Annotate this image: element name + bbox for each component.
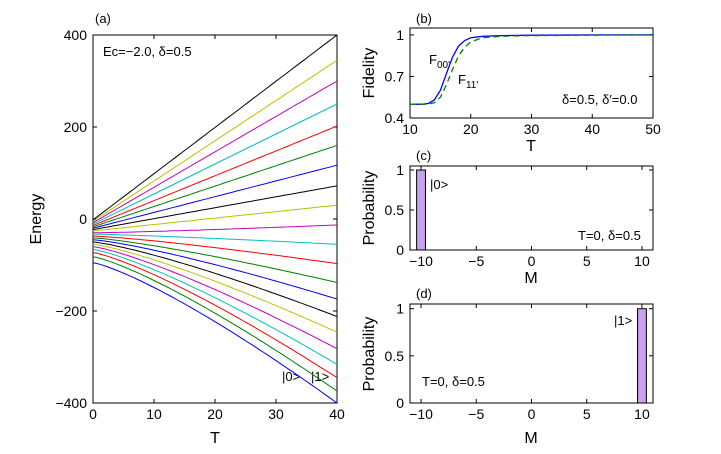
energy-level-line bbox=[93, 239, 337, 300]
energy-level-line bbox=[93, 241, 337, 317]
panel-a-ytick-label: −400 bbox=[55, 395, 87, 411]
energy-level-line bbox=[93, 35, 337, 221]
energy-level-line bbox=[93, 144, 337, 228]
panel-b: (b) δ=0.5, δ′=0.0 F00' F11' T Fidelity 1… bbox=[361, 11, 661, 155]
energy-level-line bbox=[93, 233, 337, 245]
panel-c-ytick-label: 1 bbox=[396, 162, 404, 178]
panel-d-xtick-label: −10 bbox=[409, 406, 433, 422]
energy-level-line bbox=[93, 125, 337, 226]
panel-a-annotation: Ec=−2.0, δ=0.5 bbox=[103, 44, 192, 59]
energy-level-line bbox=[93, 246, 337, 350]
panel-d-annotation: T=0, δ=0.5 bbox=[422, 374, 485, 389]
panel-a-ylabel: Energy bbox=[28, 194, 45, 245]
energy-level-line bbox=[93, 243, 337, 333]
panel-c-ytick-label: 0.5 bbox=[385, 202, 405, 218]
panel-c-xtick-label: 0 bbox=[528, 253, 536, 269]
panel-c-xtick-label: −5 bbox=[468, 253, 484, 269]
panel-a-xtick-label: 10 bbox=[146, 406, 162, 422]
panel-d-xtick-label: 10 bbox=[634, 406, 650, 422]
panel-b-label: (b) bbox=[416, 11, 432, 26]
energy-level-line bbox=[93, 59, 337, 222]
energy-level-line bbox=[93, 80, 337, 224]
fidelity-f00-line bbox=[410, 34, 653, 105]
panel-c-state-label: |0> bbox=[430, 177, 448, 192]
panel-b-xtick-label: 30 bbox=[524, 121, 540, 137]
legend-f00: F00' bbox=[429, 52, 450, 71]
panel-d-ylabel: Probability bbox=[361, 317, 378, 392]
panel-d-xtick-label: −5 bbox=[468, 406, 484, 422]
energy-level-line bbox=[93, 204, 337, 232]
panel-d: (d) |1> T=0, δ=0.5 M Probability −10 −5 0 5… bbox=[361, 286, 654, 447]
energy-level-line bbox=[93, 235, 337, 265]
panel-d-ytick-label: 0 bbox=[396, 395, 404, 411]
panel-b-ylabel: Fidelity bbox=[361, 48, 378, 99]
panel-b-xtick-label: 40 bbox=[584, 121, 600, 137]
energy-level-line bbox=[93, 185, 337, 231]
panel-b-annotation: δ=0.5, δ′=0.0 bbox=[562, 92, 637, 107]
energy-level-line bbox=[93, 252, 337, 379]
energy-level-line bbox=[93, 248, 337, 365]
panel-c-annotation: T=0, δ=0.5 bbox=[578, 228, 641, 243]
panel-b-xtick-label: 50 bbox=[645, 121, 661, 137]
panel-b-ytick-label: 0.7 bbox=[385, 68, 405, 84]
energy-level-line bbox=[93, 103, 337, 225]
panel-a-xtick-label: 40 bbox=[329, 406, 345, 422]
state-label-0: |0> bbox=[282, 369, 300, 384]
energy-level-line bbox=[93, 237, 337, 283]
panel-c-xtick-label: 10 bbox=[634, 253, 650, 269]
panel-b-xtick-label: 10 bbox=[402, 121, 418, 137]
panel-a-ytick-label: 400 bbox=[64, 27, 88, 43]
energy-level-line bbox=[93, 164, 337, 229]
panel-a-label: (a) bbox=[95, 11, 111, 26]
energy-level-line bbox=[93, 262, 337, 403]
panel-c: (c) |0> T=0, δ=0.5 M Probability −10 −5 0 5… bbox=[361, 148, 654, 287]
legend-f11: F11' bbox=[458, 72, 478, 91]
panel-c-label: (c) bbox=[416, 148, 431, 163]
energy-level-line bbox=[93, 224, 337, 234]
panel-a: (a) Ec=−2.0, δ=0.5 |0> |1> T Energy 0 10 2… bbox=[28, 11, 345, 447]
panel-d-xlabel: M bbox=[524, 430, 537, 447]
panel-a-ytick-label: 0 bbox=[79, 211, 87, 227]
panel-c-xtick-label: 5 bbox=[583, 253, 591, 269]
panel-d-ytick-label: 0.5 bbox=[385, 348, 405, 364]
panel-c-xtick-label: −10 bbox=[409, 253, 433, 269]
panel-b-xtick-label: 20 bbox=[463, 121, 479, 137]
panel-a-ytick-label: 200 bbox=[64, 119, 88, 135]
state-label-1: |1> bbox=[311, 369, 329, 384]
panel-d-xtick-label: 0 bbox=[528, 406, 536, 422]
panel-a-xtick-label: 0 bbox=[89, 406, 97, 422]
panel-b-ytick-label: 1 bbox=[396, 27, 404, 43]
probability-bar bbox=[637, 308, 647, 404]
panel-d-ytick-label: 1 bbox=[396, 301, 404, 317]
panel-d-state-label: |1> bbox=[614, 313, 632, 328]
panel-a-xtick-label: 20 bbox=[207, 406, 223, 422]
panel-c-ytick-label: 0 bbox=[396, 242, 404, 258]
panel-d-xtick-label: 5 bbox=[583, 406, 591, 422]
panel-a-ytick-label: −200 bbox=[55, 303, 87, 319]
panel-a-xlabel: T bbox=[210, 430, 220, 447]
panel-b-ytick-label: 0.4 bbox=[385, 110, 405, 126]
panel-a-xtick-label: 30 bbox=[268, 406, 284, 422]
panel-b-xlabel: T bbox=[526, 138, 536, 155]
panel-c-xlabel: M bbox=[524, 270, 537, 287]
energy-level-line bbox=[93, 256, 337, 392]
panel-d-label: (d) bbox=[416, 286, 432, 301]
probability-bar bbox=[416, 169, 426, 251]
panel-c-ylabel: Probability bbox=[361, 171, 378, 246]
fidelity-f11-line bbox=[410, 34, 654, 105]
